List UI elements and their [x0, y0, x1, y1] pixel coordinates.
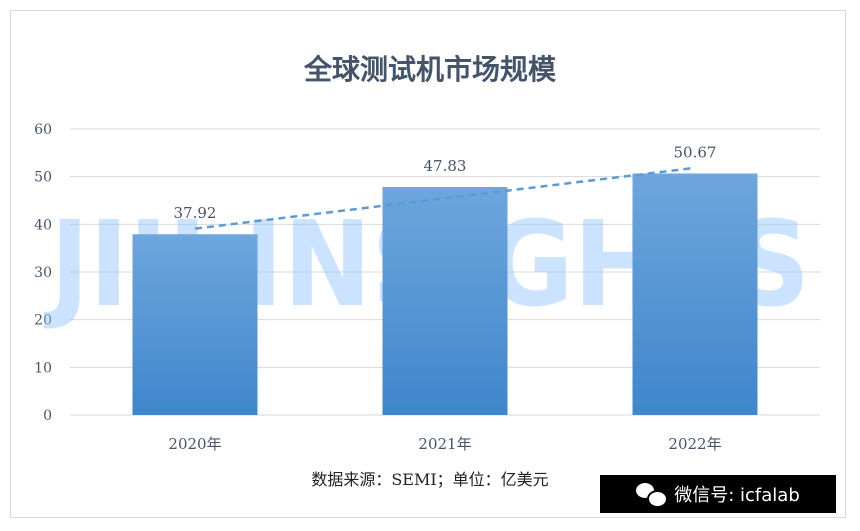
y-tick-label: 30 [34, 265, 52, 281]
y-tick-label: 20 [34, 313, 52, 329]
bars [132, 173, 758, 415]
x-tick-label: 2021年 [418, 435, 471, 453]
data-labels: 37.92 47.83 50.67 [174, 143, 717, 222]
data-label: 37.92 [174, 204, 217, 222]
badge-label: 微信号: icfalab [674, 485, 800, 506]
y-tick-label: 40 [34, 217, 52, 233]
bar [382, 187, 508, 415]
data-label: 47.83 [424, 157, 467, 175]
wechat-badge: 微信号: icfalab [600, 475, 836, 513]
y-tick-label: 0 [43, 408, 52, 424]
bar [632, 173, 758, 415]
x-axis: 2020年 2021年 2022年 [168, 435, 721, 453]
y-tick-label: 10 [34, 360, 52, 376]
y-tick-label: 60 [34, 122, 52, 138]
wechat-icon [636, 483, 669, 508]
x-tick-label: 2022年 [668, 435, 721, 453]
bar [132, 234, 258, 415]
data-label: 50.67 [674, 143, 717, 161]
y-tick-label: 50 [34, 170, 52, 186]
source-note: 数据来源：SEMI；单位：亿美元 [311, 470, 549, 489]
x-tick-label: 2020年 [168, 435, 221, 453]
y-axis: 0 10 20 30 40 50 60 [34, 122, 52, 424]
chart-title: 全球测试机市场规模 [303, 53, 556, 86]
